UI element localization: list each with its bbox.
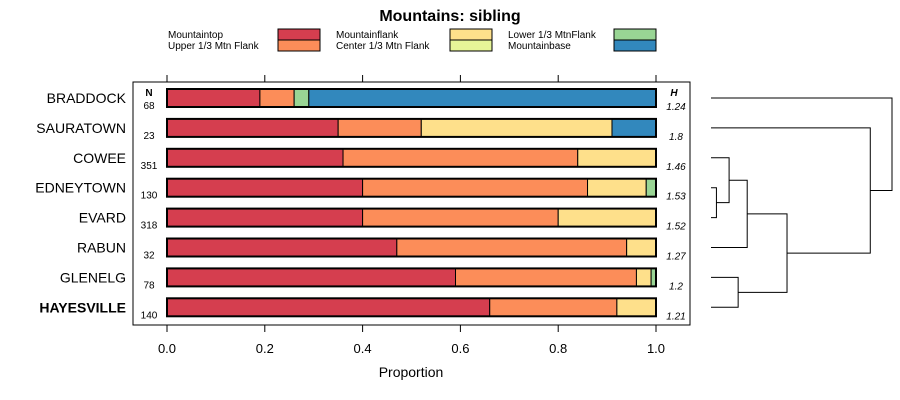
bar-segment xyxy=(166,238,398,257)
x-tick-label: 0.4 xyxy=(354,341,372,356)
h-value: 1.24 xyxy=(666,102,686,113)
bar-segment xyxy=(337,118,422,138)
n-value: 23 xyxy=(143,131,155,142)
bar-segment xyxy=(166,178,364,198)
n-value: 140 xyxy=(141,310,158,321)
bar-segment xyxy=(166,88,261,108)
bar-segment xyxy=(645,178,657,198)
bar-outline xyxy=(166,147,657,168)
bar-outline xyxy=(166,88,657,108)
bar-outline xyxy=(166,297,657,318)
dendrogram-branch xyxy=(711,97,893,192)
row-label: RABUN xyxy=(77,240,126,256)
h-value: 1.27 xyxy=(666,252,686,263)
bar-segment xyxy=(166,297,491,317)
legend-label: Mountainflank xyxy=(336,30,399,41)
legend-label: Upper 1/3 Mtn Flank xyxy=(168,41,260,52)
bar-segment xyxy=(611,118,657,138)
bar-segment xyxy=(166,148,344,168)
bar-segment xyxy=(308,88,657,108)
bar-segment xyxy=(626,238,657,257)
bar-segment xyxy=(577,148,657,168)
row-label: EDNEYTOWN xyxy=(35,180,126,196)
n-value: 32 xyxy=(143,251,155,262)
bar-segment xyxy=(342,148,579,168)
bar-segment xyxy=(455,267,637,287)
n-value: 68 xyxy=(143,101,155,112)
bar-segment xyxy=(635,267,652,287)
n-column-header: N xyxy=(145,88,152,99)
h-value: 1.46 xyxy=(666,162,686,173)
plot-frame xyxy=(132,81,691,326)
x-tick-label: 0.0 xyxy=(158,341,176,356)
legend-label: Mountainbase xyxy=(508,41,571,52)
x-axis-label: Proportion xyxy=(379,364,444,380)
legend-swatch xyxy=(613,39,657,52)
dendrogram-branch xyxy=(711,276,739,308)
h-value: 1.8 xyxy=(669,132,683,143)
legend-swatch xyxy=(277,39,321,52)
bar-segment xyxy=(293,88,310,108)
h-column-header: H xyxy=(670,88,678,99)
legend-swatch xyxy=(449,28,493,41)
legend-swatch xyxy=(449,39,493,52)
row-label: GLENELG xyxy=(60,269,126,285)
bar-outline xyxy=(166,237,657,258)
h-value: 1.2 xyxy=(669,281,683,292)
h-value: 1.52 xyxy=(666,222,686,233)
bar-segment xyxy=(166,208,364,228)
bar-outline xyxy=(166,117,657,138)
dendrogram-branch xyxy=(738,213,788,293)
bar-segment xyxy=(362,208,559,228)
bar-segment xyxy=(259,88,295,108)
bar-outline xyxy=(166,267,657,288)
row-label: COWEE xyxy=(73,150,126,166)
legend-label: Mountaintop xyxy=(168,30,223,41)
row-label: EVARD xyxy=(79,210,126,226)
x-tick-label: 0.8 xyxy=(549,341,567,356)
dendrogram-branch xyxy=(711,187,717,219)
row-label: SAURATOWN xyxy=(36,120,126,136)
dendrogram-branch xyxy=(711,127,871,254)
bar-segment xyxy=(489,297,618,317)
chart-title: Mountains: sibling xyxy=(379,8,520,25)
h-value: 1.21 xyxy=(666,311,685,322)
bars-group: BRADDOCK 68 1.24 SAURATOWN 23 1.8 COWEE 351 1.46… xyxy=(35,88,686,322)
bar-segment xyxy=(166,267,457,287)
x-tick-label: 0.6 xyxy=(451,341,469,356)
bar-segment xyxy=(166,118,339,138)
n-value: 318 xyxy=(141,221,158,232)
h-value: 1.53 xyxy=(666,192,686,203)
x-tick-label: 0.2 xyxy=(256,341,274,356)
dendrogram xyxy=(711,97,893,308)
row-label: BRADDOCK xyxy=(47,90,127,106)
n-value: 78 xyxy=(143,280,155,291)
legend-swatch xyxy=(613,28,657,41)
x-tick-label: 1.0 xyxy=(647,341,665,356)
bar-segment xyxy=(362,178,589,198)
dendrogram-branch xyxy=(711,157,730,204)
bar-segment xyxy=(396,238,628,257)
bar-segment xyxy=(557,208,657,228)
bar-outline xyxy=(166,207,657,228)
legend-label: Center 1/3 Mtn Flank xyxy=(336,41,430,52)
legend-label: Lower 1/3 MtnFlank xyxy=(508,30,597,41)
x-axis: 0.0 0.2 0.4 0.6 0.8 1.0 xyxy=(158,75,665,356)
bar-segment xyxy=(420,118,613,138)
n-value: 130 xyxy=(141,191,158,202)
n-value: 351 xyxy=(141,161,158,172)
legend-swatch xyxy=(277,28,321,41)
bar-outline xyxy=(166,177,657,198)
bar-segment xyxy=(616,297,657,317)
row-label: HAYESVILLE xyxy=(39,299,126,315)
bar-segment xyxy=(587,178,647,198)
